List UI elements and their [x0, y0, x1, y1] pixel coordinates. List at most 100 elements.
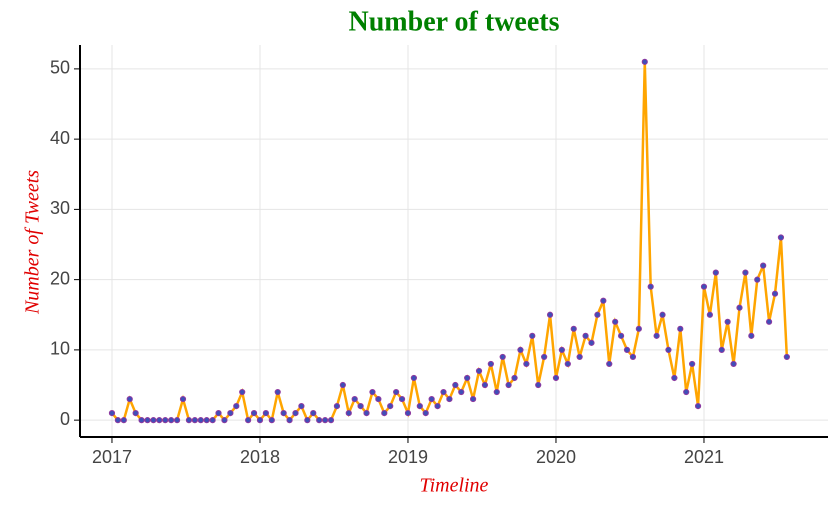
point [469, 395, 477, 403]
point [215, 410, 222, 417]
point [144, 417, 151, 424]
y-tick-label: 20 [50, 268, 70, 288]
point [304, 417, 311, 424]
x-tick-label: 2018 [240, 447, 280, 467]
point [541, 353, 548, 361]
point [422, 410, 429, 417]
point [280, 410, 287, 417]
point [351, 395, 358, 403]
point [387, 402, 394, 410]
point [209, 417, 216, 424]
x-tick-label: 2020 [536, 447, 576, 467]
point [120, 417, 127, 424]
point [499, 353, 506, 361]
point [730, 360, 737, 368]
y-tick-label: 30 [50, 198, 70, 218]
point [108, 410, 116, 417]
series-line [111, 61, 789, 423]
point [203, 417, 210, 424]
point [339, 381, 346, 389]
point [736, 304, 743, 311]
point [398, 395, 406, 403]
point [623, 346, 631, 353]
point [357, 402, 364, 410]
point [250, 410, 258, 417]
point [191, 417, 198, 424]
point [316, 417, 323, 424]
y-axis-label: Number of Tweets [22, 170, 44, 315]
y-tick-label: 50 [50, 58, 70, 78]
point [505, 381, 512, 389]
point [369, 388, 376, 396]
point [629, 353, 637, 361]
point [274, 388, 281, 396]
point [428, 395, 435, 403]
point [162, 417, 169, 424]
point [239, 388, 246, 396]
point [233, 402, 240, 410]
point [173, 417, 181, 424]
point [434, 402, 441, 410]
point [754, 276, 761, 283]
point [410, 374, 417, 382]
point [576, 353, 583, 361]
point [665, 346, 672, 353]
point [588, 339, 595, 346]
point [641, 58, 648, 65]
point [185, 417, 193, 424]
point [363, 410, 370, 417]
point [168, 417, 175, 424]
point [635, 325, 642, 332]
point [493, 388, 500, 396]
point [606, 360, 613, 368]
point [570, 325, 577, 332]
point [718, 346, 725, 353]
point [446, 395, 453, 403]
point [564, 360, 571, 368]
point [653, 332, 660, 339]
point [617, 332, 625, 339]
point [298, 402, 305, 410]
point [132, 410, 139, 417]
x-tick-label: 2017 [92, 447, 132, 467]
point [546, 311, 554, 318]
point [221, 417, 228, 424]
y-tick-label: 0 [60, 409, 70, 429]
point [742, 269, 749, 276]
point [464, 374, 471, 382]
point [262, 410, 269, 417]
point [706, 311, 713, 318]
point [552, 374, 560, 382]
point [452, 381, 459, 389]
point [286, 417, 293, 424]
point [771, 290, 779, 297]
point [227, 410, 234, 417]
point [310, 410, 317, 417]
point [156, 417, 163, 424]
point [475, 367, 483, 375]
point [694, 402, 702, 410]
point [404, 410, 412, 417]
chart-title: Number of tweets [349, 6, 560, 37]
point [375, 395, 382, 403]
point [659, 311, 666, 318]
point [594, 311, 601, 318]
x-axis-label: Timeline [420, 475, 489, 497]
point [381, 410, 388, 417]
point [440, 388, 447, 396]
point [393, 388, 400, 396]
point [529, 332, 536, 339]
point [724, 318, 731, 325]
point [150, 417, 157, 424]
point [327, 417, 335, 424]
point [535, 381, 542, 389]
point [612, 318, 619, 325]
point [558, 346, 565, 353]
y-tick-label: 10 [50, 339, 70, 359]
point [333, 402, 341, 410]
point [748, 332, 755, 339]
point [582, 332, 589, 339]
point [671, 374, 678, 382]
